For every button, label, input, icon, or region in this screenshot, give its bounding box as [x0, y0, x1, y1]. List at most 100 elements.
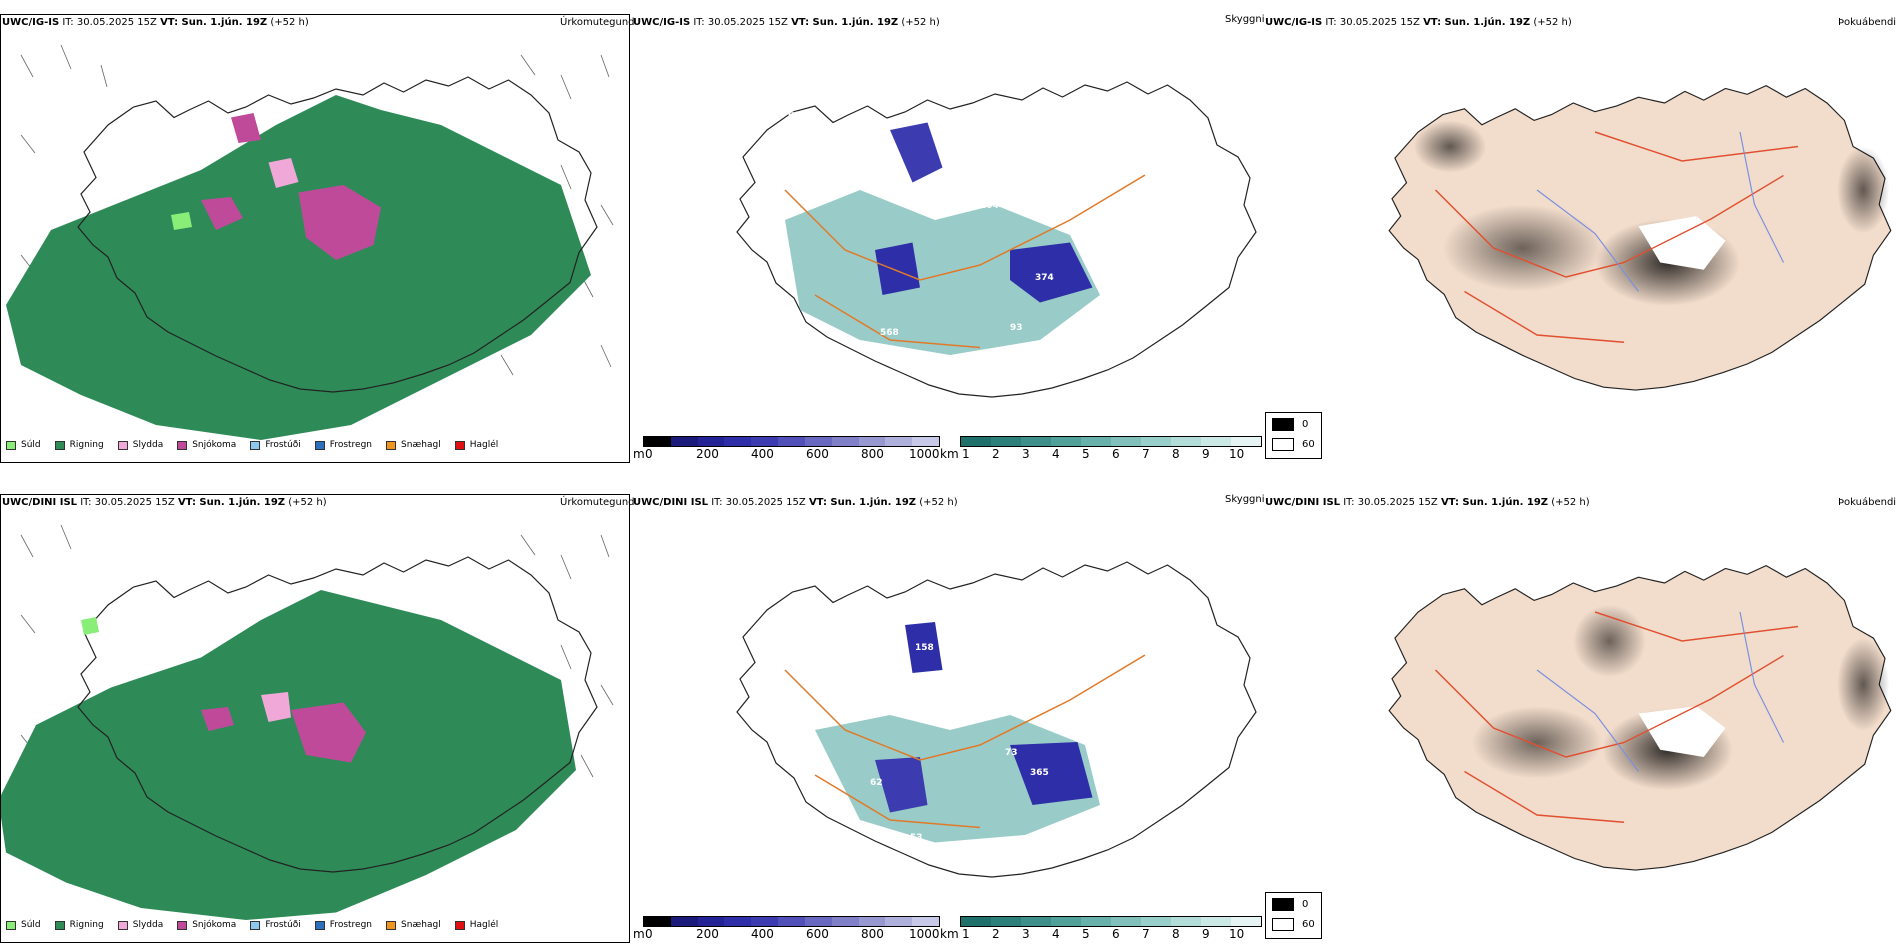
elev-tick: 200 [696, 927, 719, 941]
fog-legend-0: 0 [1272, 418, 1308, 431]
visibility-map-bottom: 75 158 73 365 62 53 [640, 510, 1260, 910]
legend-item-suld: Súld [6, 440, 41, 450]
elev-tick: 200 [696, 447, 719, 461]
elev-tick: 0 [645, 447, 653, 461]
low-vis-core [1010, 242, 1093, 303]
elev-tick: 400 [751, 447, 774, 461]
row1-panelC-header: UWC/IG-IS IT: 30.05.2025 15Z VT: Sun. 1.… [1265, 17, 1572, 28]
snow-patch [298, 185, 381, 260]
fog-zone [1573, 604, 1646, 678]
legend-item-slydda: Slydda [117, 920, 163, 930]
roads [1434, 131, 1799, 343]
roads [1434, 611, 1799, 823]
fog-legend-0: 0 [1272, 898, 1308, 911]
row2-panelC-title: Þokuábendi [1838, 497, 1897, 508]
precip-type-map-svg-top [6, 44, 614, 440]
vis-unit: km [940, 927, 959, 941]
vis-tick: 7 [1142, 447, 1150, 461]
visibility-labels-bottom: 75 158 73 365 62 53 [870, 608, 1049, 843]
fog-legend-60: 60 [1272, 918, 1315, 931]
snow-patch [231, 113, 261, 143]
legend-item-frostregn: Frostregn [314, 920, 372, 930]
map-value-label: 105 [790, 93, 809, 103]
row1-panelA-header: UWC/IG-IS IT: 30.05.2025 15Z VT: Sun. 1.… [2, 17, 309, 28]
vis-unit: km [940, 447, 959, 461]
vis-tick: 3 [1022, 447, 1030, 461]
elev-tick: 600 [806, 447, 829, 461]
legend-item-snjokoma: Snjókoma [177, 920, 236, 930]
precip-type-map-bottom [0, 494, 630, 943]
vis-tick: 1 [962, 927, 970, 941]
elevation-colorbar-bottom: m 0 200 400 600 800 1000 [633, 916, 940, 946]
fog-zone [1442, 204, 1603, 292]
legend-item-frostudi: Frostúði [250, 920, 301, 930]
row2-panelC-header: UWC/DINI ISL IT: 30.05.2025 15Z VT: Sun.… [1265, 497, 1590, 508]
vis-tick: 2 [992, 447, 1000, 461]
glacier [1638, 216, 1726, 270]
row2-panelA-header: UWC/DINI ISL IT: 30.05.2025 15Z VT: Sun.… [2, 497, 327, 508]
vis-tick: 9 [1202, 447, 1210, 461]
map-value-label: 365 [1030, 768, 1049, 778]
vis-tick: 4 [1052, 927, 1060, 941]
low-vis-core [905, 622, 943, 673]
elev-tick: 0 [645, 927, 653, 941]
low-vis-core [890, 122, 943, 183]
low-vis-region [785, 190, 1100, 355]
row2-panelA-title: Úrkomutegund [560, 497, 635, 508]
legend-item-slydda: Slydda [117, 440, 163, 450]
drizzle-patch [81, 617, 99, 635]
visibility-labels: 105 68 59 97 204 374 568 93 [788, 93, 1054, 338]
vis-tick: 6 [1112, 447, 1120, 461]
precip-type-legend-top: Súld Rigning Slydda Snjókoma Frostúði Fr… [6, 440, 498, 450]
fog-zone [1413, 120, 1487, 173]
row1-panelA-title: Úrkomutegund [560, 17, 635, 28]
map-value-label: 97 [945, 191, 958, 201]
snow-patch [201, 197, 243, 230]
legend-item-snaehagl: Snæhagl [386, 920, 441, 930]
map-value-label: 53 [910, 833, 923, 843]
iceland-outline [77, 556, 598, 873]
legend-item-suld: Súld [6, 920, 41, 930]
map-value-label: 73 [1005, 748, 1018, 758]
map-value-label: 59 [940, 141, 953, 151]
row2-panelB-title: Skyggni [1225, 494, 1265, 505]
rain-region [1, 590, 576, 920]
drizzle-patch [171, 212, 192, 230]
vis-tick: 10 [1229, 447, 1245, 461]
row1-panelB-header: UWC/IG-IS IT: 30.05.2025 15Z VT: Sun. 1.… [633, 17, 940, 28]
fog-legend-bottom: 0 60 [1265, 892, 1322, 939]
legend-item-snjokoma: Snjókoma [177, 440, 236, 450]
precip-type-map-top [0, 14, 630, 463]
roads [784, 654, 1146, 829]
map-value-label: 204 [980, 201, 999, 211]
vis-tick: 7 [1142, 927, 1150, 941]
legend-item-rigning: Rigning [54, 440, 104, 450]
precip-type-legend-bottom: Súld Rigning Slydda Snjókoma Frostúði Fr… [6, 920, 498, 930]
vis-tick: 4 [1052, 447, 1060, 461]
snow-patch [201, 707, 234, 731]
visibility-colorbar-bottom: km 1 2 3 4 5 6 7 8 9 10 [940, 916, 1265, 946]
map-value-label: 158 [915, 643, 934, 653]
fog-map-bottom [1265, 515, 1900, 915]
elev-tick: 600 [806, 927, 829, 941]
fog-zone [1837, 638, 1890, 731]
vis-tick: 6 [1112, 927, 1120, 941]
low-vis-core [875, 242, 920, 295]
elev-tick: 800 [861, 927, 884, 941]
row1-panelB-title: Skyggni [1225, 14, 1265, 25]
vis-tick: 10 [1229, 927, 1245, 941]
legend-item-frostregn: Frostregn [314, 440, 372, 450]
low-vis-core [875, 757, 928, 813]
iceland-outline [77, 76, 598, 393]
vis-tick: 9 [1202, 927, 1210, 941]
map-value-label: 62 [870, 778, 883, 788]
fog-map-top [1265, 35, 1900, 435]
sleet-patch [268, 158, 299, 188]
elev-unit: m [633, 927, 645, 941]
vis-tick: 1 [962, 447, 970, 461]
elev-tick: 400 [751, 927, 774, 941]
map-value-label: 68 [788, 111, 801, 121]
rivers [1536, 131, 1785, 292]
map-value-label: 374 [1035, 273, 1054, 283]
fog-zone [1837, 146, 1890, 234]
